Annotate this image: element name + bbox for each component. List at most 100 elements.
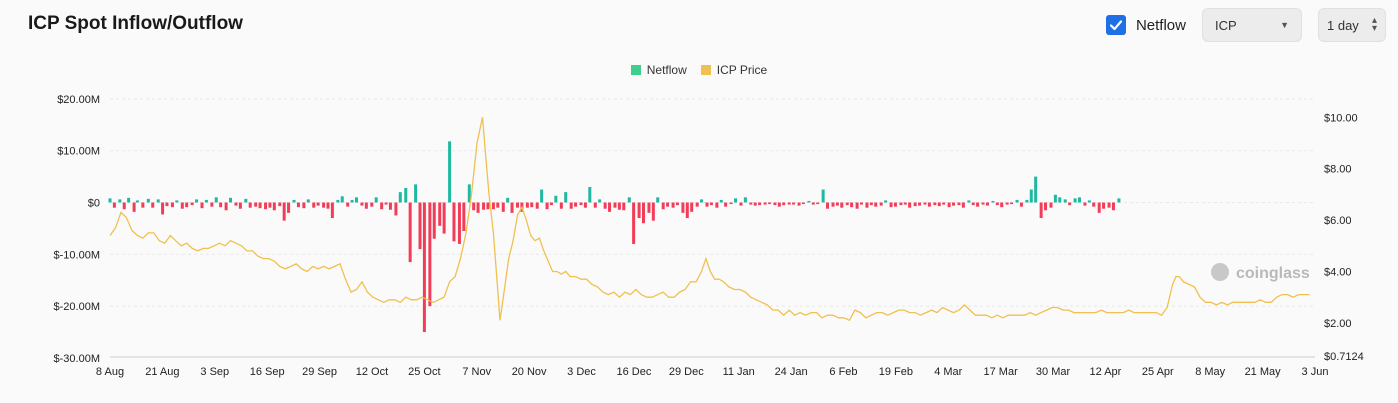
y-tick-label-right: $6.00: [1324, 215, 1352, 227]
netflow-bar: [598, 199, 602, 203]
netflow-bar: [462, 202, 466, 231]
netflow-bar: [292, 199, 296, 203]
netflow-bar: [821, 189, 825, 203]
netflow-bar: [330, 202, 334, 219]
y-tick-label-left: $-30.00M: [54, 353, 100, 365]
netflow-bar: [767, 202, 771, 205]
netflow-bar: [540, 189, 544, 203]
netflow-bar: [1073, 198, 1077, 203]
netflow-bar: [229, 197, 232, 203]
netflow-bar: [579, 202, 583, 206]
netflow-bar: [224, 202, 228, 211]
x-tick-label: 20 Nov: [512, 366, 547, 378]
netflow-bar: [151, 202, 155, 208]
netflow-checkbox[interactable]: [1105, 15, 1126, 35]
netflow-bar: [879, 202, 883, 206]
netflow-bar: [961, 202, 965, 208]
netflow-bar: [452, 202, 456, 242]
netflow-bar: [404, 187, 408, 203]
netflow-bar: [782, 202, 786, 206]
netflow-bar: [1063, 199, 1067, 203]
netflow-toggle[interactable]: Netflow: [1105, 15, 1186, 35]
netflow-bar: [380, 202, 384, 210]
netflow-bar: [661, 202, 665, 210]
netflow-bar: [296, 202, 300, 208]
netflow-bar: [1005, 202, 1009, 205]
netflow-bar: [559, 202, 563, 209]
netflow-bar: [811, 202, 815, 205]
netflow-bar: [700, 199, 704, 203]
netflow-bar: [869, 202, 873, 206]
netflow-bar: [1117, 198, 1121, 203]
netflow-bar: [617, 202, 621, 210]
legend-item-price[interactable]: ICP Price: [700, 63, 767, 77]
coin-select[interactable]: ICP ▼: [1202, 8, 1302, 42]
netflow-bar: [486, 202, 490, 210]
netflow-bar: [671, 202, 675, 208]
x-tick-label: 16 Dec: [616, 366, 651, 378]
netflow-bar: [467, 184, 471, 203]
netflow-bar: [865, 202, 869, 208]
netflow-bar: [933, 202, 937, 206]
netflow-bar: [666, 202, 670, 207]
netflow-bar: [637, 202, 641, 219]
netflow-bar: [398, 192, 402, 203]
netflow-bar: [719, 199, 723, 203]
netflow-bar: [141, 202, 145, 208]
y-tick-label-left: $20.00M: [57, 94, 100, 106]
netflow-bar: [622, 202, 626, 211]
coinglass-logo-icon: [1211, 263, 1229, 281]
netflow-bar: [268, 202, 272, 208]
netflow-bar: [641, 202, 645, 224]
netflow-bar: [180, 202, 184, 209]
netflow-bar: [428, 202, 432, 307]
netflow-bar: [729, 202, 733, 205]
netflow-bar: [370, 202, 374, 207]
netflow-bar: [219, 202, 223, 208]
netflow-bar: [472, 202, 476, 211]
netflow-bar: [354, 197, 358, 203]
toolbar: Netflow ICP ▼ 1 day ▴ ▾: [1105, 8, 1386, 42]
netflow-bar: [506, 197, 510, 203]
netflow-bar: [835, 202, 839, 206]
netflow-bar: [422, 202, 426, 332]
netflow-bar: [971, 202, 975, 206]
netflow-bar: [739, 202, 743, 206]
y-tick-label-left: $-20.00M: [54, 301, 100, 313]
coinglass-watermark-text: coinglass: [1236, 265, 1310, 282]
x-tick-label: 12 Apr: [1090, 366, 1122, 378]
netflow-checkbox-label: Netflow: [1135, 16, 1186, 34]
netflow-bar: [632, 202, 636, 244]
up-down-icon: ▴ ▾: [1371, 15, 1377, 34]
x-tick-label: 30 Mar: [1036, 366, 1071, 378]
netflow-bar: [1019, 202, 1023, 207]
netflow-bar: [743, 197, 747, 203]
netflow-bar: [418, 202, 422, 250]
netflow-bar: [108, 198, 112, 203]
netflow-bar: [156, 199, 160, 203]
netflow-bar: [957, 202, 961, 206]
x-tick-label: 11 Jan: [723, 366, 755, 378]
netflow-bar: [272, 202, 276, 211]
legend-item-netflow[interactable]: Netflow: [630, 63, 687, 77]
netflow-bar: [210, 202, 214, 207]
netflow-bar: [135, 200, 139, 203]
netflow-bar: [170, 202, 174, 208]
x-tick-label: 29 Dec: [669, 366, 704, 378]
netflow-bar: [787, 202, 791, 205]
netflow-bar: [432, 202, 436, 239]
netflow-bar: [893, 202, 897, 207]
x-tick-label: 3 Jun: [1302, 366, 1329, 378]
interval-select[interactable]: 1 day ▴ ▾: [1318, 8, 1386, 42]
netflow-bar: [831, 202, 835, 207]
netflow-bar: [1058, 197, 1062, 203]
netflow-bar: [384, 202, 388, 205]
netflow-bar: [850, 202, 854, 208]
netflow-bar: [1015, 199, 1019, 203]
netflow-bar: [346, 202, 350, 207]
netflow-bar: [855, 202, 859, 209]
netflow-bar: [316, 202, 320, 206]
netflow-bar: [705, 202, 709, 207]
